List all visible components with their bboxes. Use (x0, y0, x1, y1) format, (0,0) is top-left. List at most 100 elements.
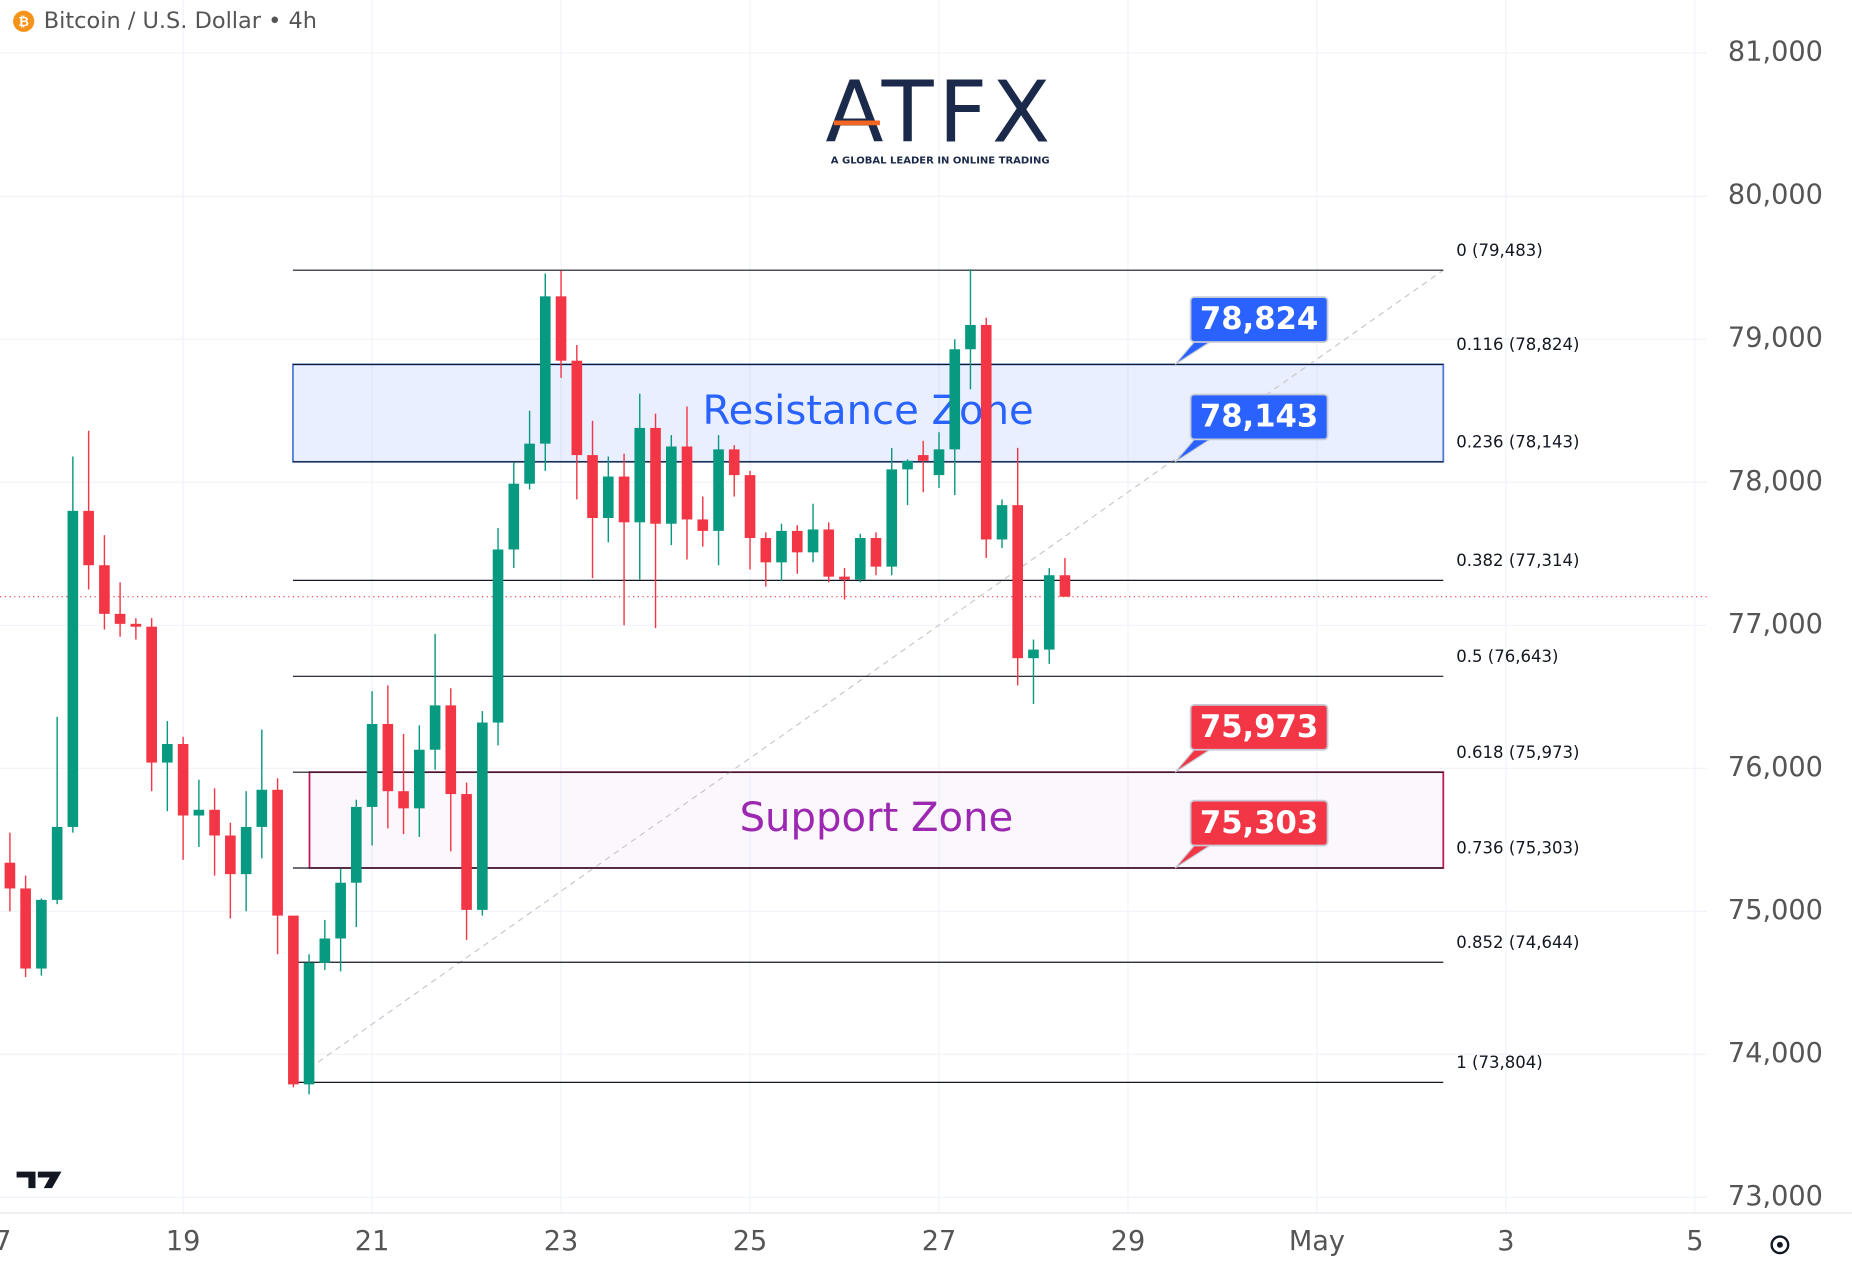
candle-body (602, 476, 614, 519)
y-tick-label: 75,000 (1728, 895, 1823, 926)
candle-body (571, 360, 583, 456)
x-tick-label: 19 (166, 1226, 201, 1257)
candle-body (477, 722, 488, 910)
candle-body (823, 529, 835, 577)
coin-symbol: ₿ (18, 15, 29, 30)
y-tick-label: 80,000 (1728, 180, 1823, 211)
tv-logo-shape (16, 1171, 62, 1189)
candle-body (949, 349, 961, 450)
settings-gear[interactable] (1770, 1235, 1790, 1255)
fib-label: 0.5 (76,643) (1456, 647, 1558, 666)
fib-label: 0.236 (78,143) (1456, 432, 1579, 451)
candle-body (760, 538, 772, 563)
candle-body (99, 565, 110, 614)
candle-body (902, 460, 913, 470)
candle-body (933, 449, 945, 476)
candle-body (886, 469, 898, 567)
candle-body (36, 899, 47, 969)
fib-label: 1 (73,804) (1456, 1053, 1542, 1072)
callout-box (1189, 703, 1329, 751)
candle-body (146, 626, 157, 763)
callout-label: 78,143 (1200, 400, 1318, 435)
candle-body (366, 723, 378, 807)
x-tick-label: 5 (1686, 1226, 1703, 1257)
callout-label: 75,303 (1200, 806, 1318, 841)
candle-body (83, 510, 94, 566)
candle-body (1028, 649, 1039, 659)
settings-icon[interactable] (1770, 1235, 1790, 1255)
candle-body (1043, 575, 1055, 650)
x-tick-label: May (1289, 1226, 1345, 1257)
candle-body (776, 530, 787, 563)
y-tick-label: 78,000 (1728, 466, 1823, 497)
x-tick-label: 17 (0, 1226, 11, 1257)
y-tick-label: 73,000 (1728, 1181, 1823, 1212)
x-tick-label: 25 (733, 1226, 768, 1257)
candle-body (382, 723, 394, 792)
candle-body (414, 749, 425, 809)
candle-body (445, 705, 457, 795)
candle-body (917, 455, 929, 461)
candle-body (429, 705, 441, 750)
settings-hub (1776, 1241, 1783, 1248)
logo: ATFX (825, 64, 1055, 163)
candle-body (130, 623, 142, 627)
fib-label: 0.736 (75,303) (1456, 839, 1579, 858)
candle-body (398, 791, 409, 809)
callout-pointer (1174, 340, 1214, 365)
candle-body (508, 483, 520, 550)
grid (0, 0, 1707, 1213)
candle-body (965, 324, 976, 350)
tv-logo (16, 1171, 62, 1189)
fib-label: 0.382 (77,314) (1456, 551, 1579, 570)
x-tick-label: 23 (544, 1226, 579, 1257)
candle-body (839, 576, 850, 580)
callout-box (1189, 393, 1329, 441)
candle-body (980, 324, 992, 540)
callout-label: 78,824 (1200, 302, 1318, 337)
callout-box (1189, 799, 1329, 847)
y-tick-label: 79,000 (1728, 323, 1823, 354)
candle-body (209, 809, 220, 836)
candle-body (335, 882, 346, 939)
y-tick-label: 81,000 (1728, 37, 1823, 68)
candle-body (524, 443, 535, 484)
candle-body (177, 743, 189, 816)
candle-body (666, 446, 677, 524)
candle-body (272, 789, 283, 916)
zone-label: Resistance Zone (702, 388, 1033, 434)
candle-body (20, 888, 31, 969)
candle-body (728, 449, 740, 476)
candle-body (350, 806, 362, 883)
candle-body (539, 296, 551, 444)
candle-body (744, 475, 756, 539)
layers: Resistance Zone Support Zone 0 (79,483) 0.1… (4, 241, 1580, 1095)
candle-body (697, 519, 709, 531)
fib-label: 0 (79,483) (1456, 241, 1542, 260)
candle-body (870, 538, 882, 567)
candle-body (319, 938, 331, 963)
candle-body (996, 505, 1008, 540)
candle-body (681, 446, 693, 520)
candle-body (650, 427, 661, 524)
x-tick-label: 27 (922, 1226, 957, 1257)
zone-label: Support Zone (740, 795, 1014, 841)
candle-body (634, 427, 646, 523)
x-tick-label: 29 (1111, 1226, 1146, 1257)
candle-body (114, 613, 126, 624)
fib-label: 0.852 (74,644) (1456, 933, 1579, 952)
candle-body (4, 862, 16, 889)
candle-body (791, 530, 803, 553)
candle-body (555, 296, 567, 361)
y-tick-label: 76,000 (1728, 752, 1823, 783)
chart-title: Bitcoin / U.S. Dollar • 4h (44, 8, 317, 34)
candle-body (240, 826, 252, 875)
candle-body (1012, 505, 1024, 659)
fib-label: 0.618 (75,973) (1456, 743, 1579, 762)
candle-body (162, 743, 173, 763)
x-tick-label: 21 (355, 1226, 390, 1257)
y-tick-label: 74,000 (1728, 1038, 1823, 1069)
candle-body (1059, 575, 1071, 597)
